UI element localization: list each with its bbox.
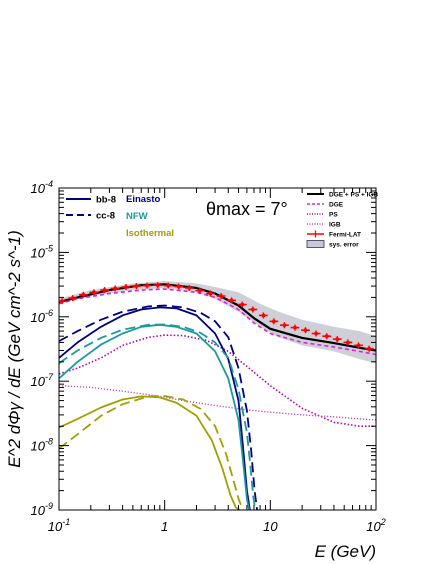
series-line-bb-8-nfw bbox=[59, 323, 250, 510]
fermi-lat-point bbox=[184, 285, 194, 292]
y-tick-label: 10-8 bbox=[31, 437, 53, 454]
fermi-lat-point bbox=[332, 336, 342, 343]
fermi-lat-point bbox=[237, 301, 247, 308]
fermi-lat-point bbox=[68, 295, 78, 302]
fermi-lat-point bbox=[280, 322, 289, 329]
fermi-lat-point bbox=[195, 287, 205, 294]
series-line-bb-8-einasto bbox=[59, 306, 251, 510]
legend-label: Fermi-LAT bbox=[329, 231, 361, 238]
series-line-ps bbox=[59, 334, 376, 427]
fermi-lat-point bbox=[174, 283, 184, 290]
fermi-lat-point bbox=[354, 342, 363, 349]
y-tick-label: 10-5 bbox=[31, 243, 54, 260]
fermi-lat-point bbox=[153, 282, 163, 289]
fermi-lat-point bbox=[121, 284, 131, 291]
fermi-lat-point bbox=[216, 293, 226, 300]
fermi-lat-points-layer bbox=[59, 282, 374, 352]
series-line-cc-8-nfw bbox=[59, 323, 257, 510]
fermi-lat-point bbox=[322, 333, 332, 340]
plot-frame bbox=[58, 187, 377, 511]
legend-channel-profile: bb-8 cc-8 Einasto NFW Isothermal bbox=[66, 194, 174, 239]
series-line-cc-8-isothermal bbox=[59, 395, 244, 510]
legend-item-fermi-lat: Fermi-LAT bbox=[307, 230, 361, 238]
fermi-lat-point bbox=[163, 282, 173, 289]
legend-item-sys-error: sys. error bbox=[306, 240, 359, 248]
fermi-lat-point bbox=[269, 318, 279, 325]
ticks-layer: 10-1 1 10 102 10-9 10-8 10-7 10-6 10-5 10-4 bbox=[31, 179, 386, 534]
x-tick-label: 10-1 bbox=[48, 517, 70, 534]
series-line-cc-8-einasto bbox=[59, 304, 258, 510]
legend-label: cc-8 bbox=[96, 211, 115, 222]
theta-max-annotation: θmax = 7° bbox=[206, 199, 288, 219]
legend-item-ps: PS bbox=[307, 211, 338, 218]
legend-profile-nfw: NFW bbox=[126, 211, 148, 222]
fermi-lat-point bbox=[100, 287, 109, 294]
series-line-bb-8-isothermal bbox=[59, 395, 240, 510]
x-tick-label: 10 bbox=[263, 519, 278, 534]
fermi-lat-point bbox=[301, 327, 310, 334]
legend-label: DGE bbox=[329, 201, 344, 208]
y-tick-label: 10-6 bbox=[31, 308, 53, 325]
series-line-dge bbox=[59, 288, 376, 356]
fermi-lat-point bbox=[206, 290, 215, 297]
fermi-lat-point bbox=[89, 289, 99, 296]
legend-item-cc-8: cc-8 bbox=[66, 211, 115, 222]
y-tick-label: 10-9 bbox=[31, 501, 53, 518]
fermi-lat-point bbox=[364, 345, 374, 352]
legend-item-dge: DGE bbox=[307, 201, 344, 208]
legend-item-bb-8: bb-8 bbox=[66, 195, 116, 206]
legend-profile-isothermal: Isothermal bbox=[126, 228, 174, 239]
sys-error-band bbox=[59, 281, 376, 364]
series-layer bbox=[59, 283, 376, 510]
legend-item-igb: IGB bbox=[307, 221, 341, 228]
legend-label: DGE + PS + IGB bbox=[329, 191, 378, 198]
fermi-lat-point bbox=[142, 282, 152, 289]
legend-item-dge-ps-igb: DGE + PS + IGB bbox=[307, 191, 378, 198]
fermi-lat-point bbox=[311, 330, 321, 337]
fermi-lat-point bbox=[259, 312, 268, 319]
legend-components: DGE + PS + IGB DGE PS IGB Fermi-LAT sys. erro… bbox=[306, 191, 378, 248]
fermi-lat-point bbox=[343, 339, 353, 346]
fermi-lat-point bbox=[227, 297, 237, 304]
fermi-lat-point bbox=[248, 306, 258, 313]
fermi-lat-point bbox=[131, 283, 141, 290]
series-line-igb bbox=[59, 385, 376, 421]
legend-label: bb-8 bbox=[96, 195, 116, 206]
y-axis-title: E^2 dΦγ / dE (GeV cm^-2 s^-1) bbox=[5, 230, 24, 468]
legend-label: PS bbox=[329, 211, 338, 218]
legend-label: sys. error bbox=[329, 241, 359, 248]
y-tick-label: 10-7 bbox=[31, 372, 54, 389]
x-tick-label: 1 bbox=[161, 519, 168, 534]
fermi-lat-point bbox=[78, 291, 88, 298]
fermi-lat-point bbox=[110, 285, 120, 292]
x-tick-label: 102 bbox=[366, 517, 385, 534]
legend-profile-einasto: Einasto bbox=[126, 194, 161, 205]
plot-area: 10-1 1 10 102 10-9 10-8 10-7 10-6 10-5 10-4 bbox=[31, 179, 386, 534]
y-tick-label: 10-4 bbox=[31, 179, 53, 196]
legend-label: IGB bbox=[329, 221, 341, 228]
sys-error-band-layer bbox=[59, 281, 376, 364]
fermi-lat-point bbox=[290, 324, 300, 331]
x-axis-title: E (GeV) bbox=[315, 542, 376, 561]
